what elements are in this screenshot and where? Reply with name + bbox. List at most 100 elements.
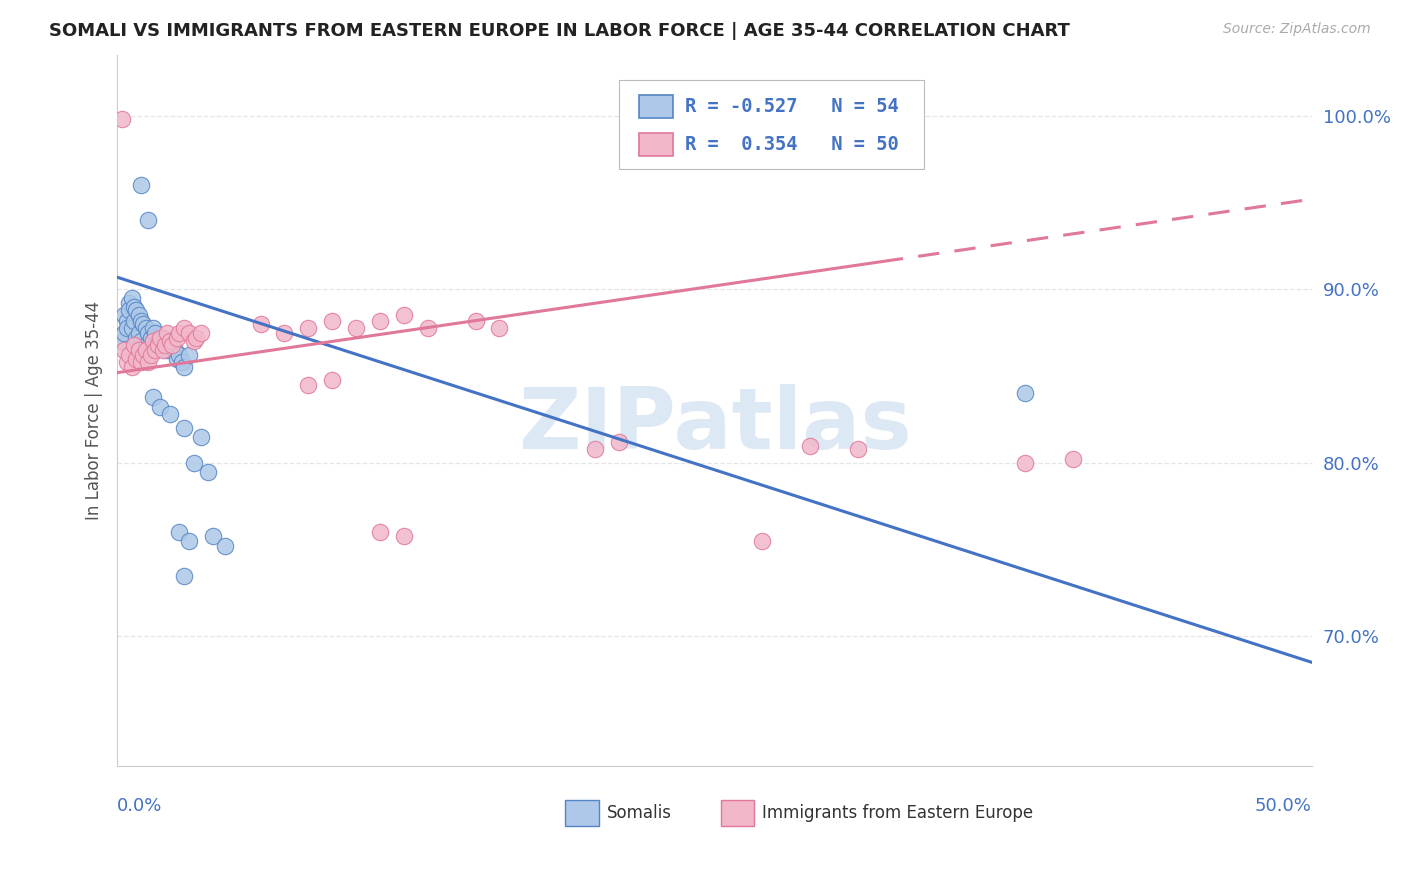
Point	[125, 331, 148, 345]
Point	[163, 343, 186, 357]
Point	[125, 303, 148, 318]
Bar	[720, 800, 754, 825]
Point	[1014, 456, 1036, 470]
Point	[149, 338, 172, 352]
Point	[214, 539, 236, 553]
Point	[344, 320, 367, 334]
Point	[146, 338, 169, 352]
Point	[464, 313, 486, 327]
Point	[139, 343, 162, 357]
Point	[128, 343, 150, 357]
Text: 50.0%: 50.0%	[1256, 797, 1312, 815]
Point	[136, 213, 159, 227]
Point	[129, 178, 152, 193]
Point	[111, 112, 134, 127]
Point	[112, 309, 135, 323]
Point	[136, 355, 159, 369]
Point	[166, 331, 188, 345]
Point	[183, 456, 205, 470]
Point	[118, 348, 141, 362]
Point	[197, 465, 219, 479]
Point	[1014, 386, 1036, 401]
Point	[122, 338, 145, 352]
Point	[129, 334, 152, 349]
Point	[153, 338, 176, 352]
Point	[321, 373, 343, 387]
Point	[170, 355, 193, 369]
Point	[125, 351, 148, 366]
Text: Source: ZipAtlas.com: Source: ZipAtlas.com	[1223, 22, 1371, 37]
Point	[136, 326, 159, 340]
Point	[799, 438, 821, 452]
Point	[115, 320, 138, 334]
Bar	[565, 800, 599, 825]
Point	[122, 300, 145, 314]
Point	[128, 309, 150, 323]
Point	[607, 435, 630, 450]
Point	[160, 338, 183, 352]
Point	[145, 326, 167, 340]
Point	[142, 334, 165, 349]
Point	[173, 320, 195, 334]
Point	[111, 334, 134, 349]
Point	[169, 326, 191, 340]
Point	[129, 355, 152, 369]
Point	[118, 296, 141, 310]
Point	[177, 348, 200, 362]
Point	[169, 348, 191, 362]
Point	[273, 326, 295, 340]
Point	[173, 568, 195, 582]
Point	[184, 331, 207, 345]
Point	[139, 348, 162, 362]
Point	[115, 313, 138, 327]
Point	[297, 377, 319, 392]
Point	[152, 331, 174, 345]
Text: ZIPatlas: ZIPatlas	[517, 384, 911, 467]
Point	[149, 401, 172, 415]
Point	[297, 320, 319, 334]
Point	[190, 326, 212, 340]
Point	[846, 442, 869, 456]
Text: Immigrants from Eastern Europe: Immigrants from Eastern Europe	[762, 804, 1033, 822]
Point	[173, 421, 195, 435]
Text: Somalis: Somalis	[607, 804, 672, 822]
Point	[139, 331, 162, 345]
Point	[392, 529, 415, 543]
Point	[249, 317, 271, 331]
Point	[166, 351, 188, 366]
Point	[122, 313, 145, 327]
Text: R = -0.527   N = 54: R = -0.527 N = 54	[685, 97, 898, 116]
Bar	[640, 133, 672, 155]
Point	[159, 407, 181, 421]
Point	[368, 525, 391, 540]
Point	[115, 355, 138, 369]
Point	[112, 326, 135, 340]
Text: SOMALI VS IMMIGRANTS FROM EASTERN EUROPE IN LABOR FORCE | AGE 35-44 CORRELATION : SOMALI VS IMMIGRANTS FROM EASTERN EUROPE…	[49, 22, 1070, 40]
Point	[132, 348, 155, 362]
Point	[201, 529, 224, 543]
Point	[392, 309, 415, 323]
Point	[135, 338, 157, 352]
Point	[153, 338, 176, 352]
Point	[128, 326, 150, 340]
Point	[751, 533, 773, 548]
Point	[177, 326, 200, 340]
Point	[145, 343, 167, 357]
Point	[142, 320, 165, 334]
Point	[169, 525, 191, 540]
Point	[156, 326, 179, 340]
Point	[121, 360, 143, 375]
Point	[177, 533, 200, 548]
Point	[321, 313, 343, 327]
Point	[132, 317, 155, 331]
Point	[183, 334, 205, 349]
Point	[173, 360, 195, 375]
Point	[149, 331, 172, 345]
Point	[146, 334, 169, 349]
Point	[160, 338, 183, 352]
Point	[135, 320, 157, 334]
Bar	[640, 95, 672, 118]
Point	[118, 303, 141, 318]
Point	[112, 343, 135, 357]
Point	[159, 334, 181, 349]
